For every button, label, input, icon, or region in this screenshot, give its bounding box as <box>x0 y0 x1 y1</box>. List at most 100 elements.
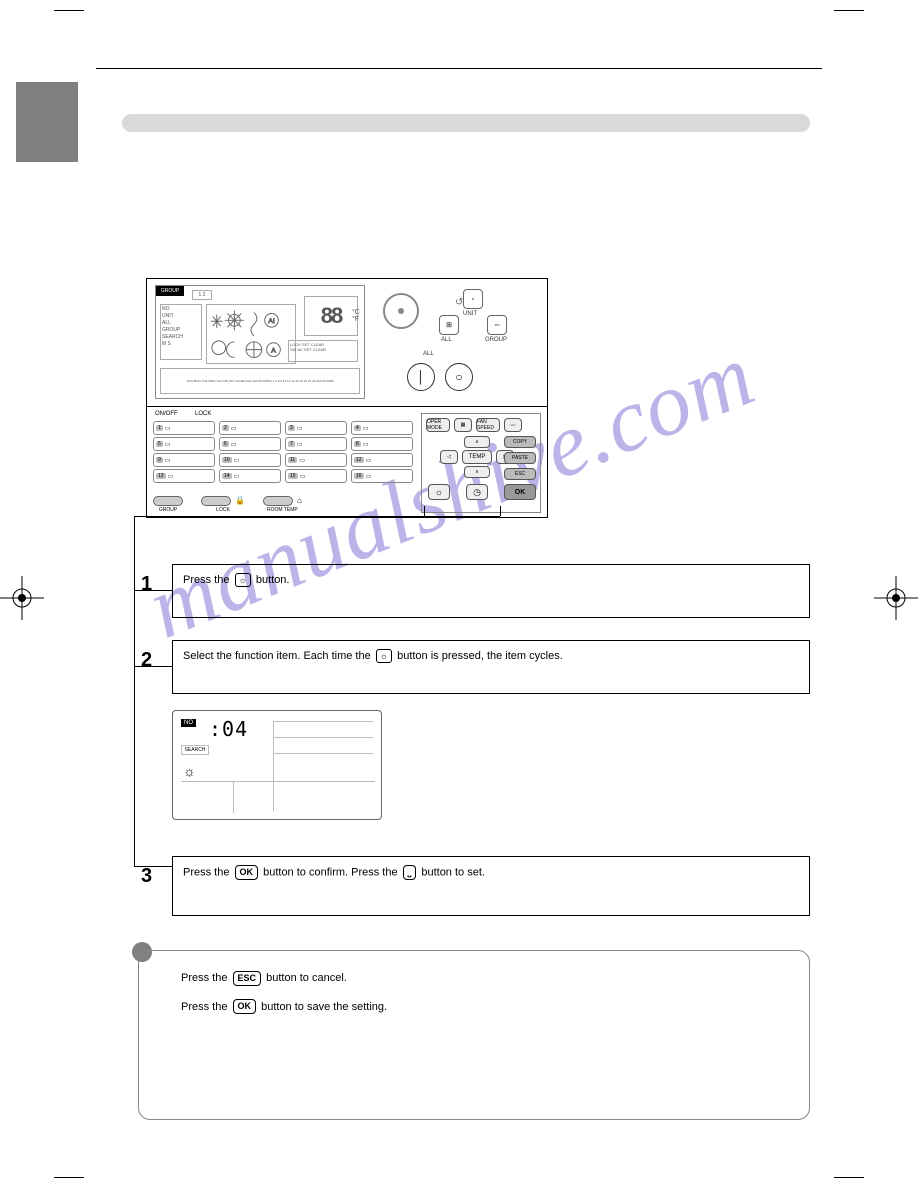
paste-button[interactable]: PASTE <box>504 452 536 464</box>
unit-cell[interactable]: 7▭ <box>285 437 347 451</box>
unit-cell[interactable]: 3▭ <box>285 421 347 435</box>
unit-cell[interactable]: 13▭ <box>153 469 215 483</box>
crop-mark <box>54 10 84 11</box>
step-number: 2 <box>141 647 152 674</box>
unit-cell[interactable]: 8▭ <box>351 437 413 451</box>
unit-cell[interactable]: 9▭ <box>153 453 215 467</box>
note-text: button to save the setting. <box>261 1001 387 1013</box>
airflow-button[interactable]: 〰 <box>504 418 522 432</box>
legend-pill[interactable] <box>263 496 293 506</box>
cell-num: 16 <box>354 473 364 479</box>
cell-num: 7 <box>288 441 295 447</box>
lcd-degree: °C °F <box>352 296 364 336</box>
note-box: Press the ESC button to cancel. Press th… <box>138 950 810 1120</box>
lcd-side-5: M S <box>162 341 171 347</box>
side-tab <box>16 82 78 162</box>
step-text: Press the <box>183 574 233 586</box>
lock-icon: 🔒 <box>235 496 245 506</box>
legend-pill[interactable] <box>153 496 183 506</box>
all-label: ALL <box>441 337 452 343</box>
remote-panel: GROUP 1 2 88 °C °F AI A <box>146 278 548 518</box>
note-line: Press the OK button to save the setting. <box>181 998 795 1017</box>
fan-speed-button[interactable]: FAN SPEED <box>476 418 500 432</box>
legend-label: GROUP <box>159 507 177 513</box>
vent-button[interactable]: ▦ <box>454 418 472 432</box>
esc-button[interactable]: ESC <box>504 468 536 480</box>
mini-search-label: SEARCH <box>181 745 209 755</box>
lcd-bar-2: SW AC <box>290 347 303 352</box>
crop-mark <box>834 10 864 11</box>
step-text: Select the function item. Each time the <box>183 650 374 662</box>
unit-cell[interactable]: 16▭ <box>351 469 413 483</box>
left-button[interactable]: ◁ <box>440 450 458 464</box>
svg-text:AI: AI <box>268 318 275 325</box>
unit-cell[interactable]: 6▭ <box>219 437 281 451</box>
lcd-side-4: SEARCH <box>162 334 183 340</box>
unit-cell[interactable]: 10▭ <box>219 453 281 467</box>
lcd-bigtemp: 88 <box>304 296 358 336</box>
temp-dial[interactable] <box>383 293 419 329</box>
off-button[interactable]: ○ <box>445 363 473 391</box>
panel-bottom: ON/OFF LOCK 1▭ 2▭ 3▭ 4▭ 5▭ 6▭ 7▭ 8▭ 9▭ 1… <box>147 407 547 517</box>
unit-cell[interactable]: 4▭ <box>351 421 413 435</box>
leader-line <box>134 516 135 866</box>
cell-num: 5 <box>156 441 163 447</box>
header-rule <box>96 68 822 69</box>
ok-key-icon: OK <box>233 999 257 1014</box>
unit-cell[interactable]: 15▭ <box>285 469 347 483</box>
legend-label: LOCK <box>216 507 230 513</box>
keypad: OPER MODE ▦ FAN SPEED 〰 ∧ COPY ◁ TEMP ▷ … <box>421 413 541 513</box>
lcd-bar-3: SET CLEAR <box>304 347 326 352</box>
leader-line <box>424 516 500 517</box>
unit-cell[interactable]: 1▭ <box>153 421 215 435</box>
step-text: Press the <box>183 866 233 878</box>
note-text: button to cancel. <box>266 972 347 984</box>
cell-num: 8 <box>354 441 361 447</box>
crop-mark <box>54 1177 84 1178</box>
lcd-display: GROUP 1 2 88 °C °F AI A <box>155 285 365 399</box>
lcd-mode-icons: AI A <box>206 304 296 364</box>
lcd-group-label: GROUP <box>156 286 184 296</box>
lcd-side-1: UNIT <box>162 313 174 319</box>
group-button[interactable]: ▫▫ <box>487 315 507 335</box>
leader-line <box>134 516 424 517</box>
step-3-box: 3 Press the OK button to confirm. Press … <box>172 856 810 916</box>
legend-pill[interactable] <box>201 496 231 506</box>
grid-row: 1▭ 2▭ 3▭ 4▭ <box>153 421 413 435</box>
unit-cell[interactable]: 11▭ <box>285 453 347 467</box>
leader-line <box>134 666 172 667</box>
lcd-side-0: NO <box>162 306 170 312</box>
cell-num: 14 <box>222 473 232 479</box>
copy-button[interactable]: COPY <box>504 436 536 448</box>
grid-legend: GROUP 🔒 LOCK ⌂ ROOM TEMP <box>153 495 413 513</box>
unit-cell[interactable]: 12▭ <box>351 453 413 467</box>
temp-button[interactable]: TEMP <box>462 450 492 464</box>
mini-tag: NO <box>181 719 196 727</box>
mini-rule <box>273 721 373 722</box>
on-button[interactable]: │ <box>407 363 435 391</box>
cell-num: 15 <box>288 473 298 479</box>
down-button[interactable]: ∨ <box>464 466 490 478</box>
unit-cell[interactable]: 5▭ <box>153 437 215 451</box>
step-number: 1 <box>141 571 152 598</box>
unit-cell[interactable]: 14▭ <box>219 469 281 483</box>
cell-num: 9 <box>156 457 163 463</box>
unit-cell[interactable]: 2▭ <box>219 421 281 435</box>
mini-digits-value: 04 <box>222 717 248 741</box>
timer-button[interactable]: ◷ <box>466 484 488 500</box>
lcd-group-numbers: 1 2 <box>192 290 212 300</box>
unit-button[interactable]: ▫ <box>463 289 483 309</box>
function-button[interactable]: ☼ <box>428 484 450 500</box>
all-button[interactable]: ⊞ <box>439 315 459 335</box>
up-button[interactable]: ∧ <box>464 436 490 448</box>
note-text: Press the <box>181 972 231 984</box>
page-frame: GROUP 1 2 88 °C °F AI A <box>96 60 822 1140</box>
mini-rule <box>273 753 373 754</box>
unit-label: UNIT <box>463 311 477 317</box>
legend-label: ROOM TEMP <box>267 507 298 513</box>
registration-mark <box>874 576 918 620</box>
step-text: button is pressed, the item cycles. <box>397 650 563 662</box>
oper-mode-button[interactable]: OPER MODE <box>426 418 450 432</box>
ok-button[interactable]: OK <box>504 484 536 500</box>
panel-top: GROUP 1 2 88 °C °F AI A <box>147 279 547 407</box>
